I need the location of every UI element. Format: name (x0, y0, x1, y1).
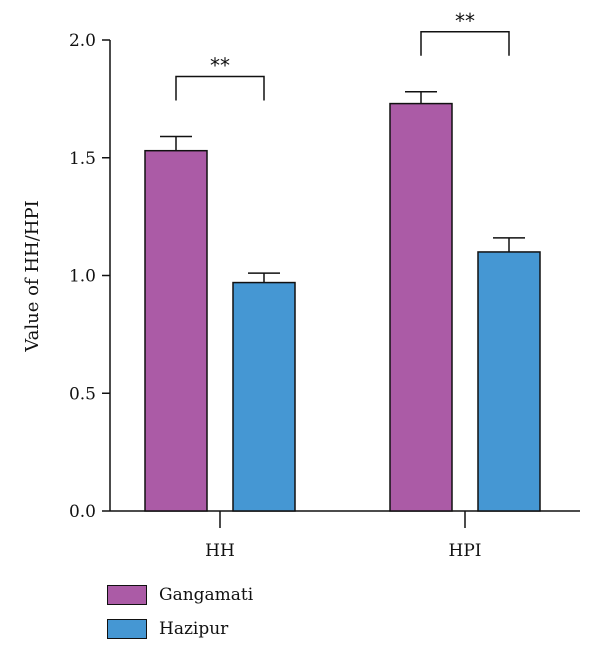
significance-label-hpi: ** (455, 9, 475, 33)
y-tick-label-0: 0.0 (69, 502, 96, 522)
significance-bracket-hpi (420, 31, 510, 56)
legend-label-hazipur: Hazipur (159, 619, 229, 639)
legend-label-gangamati: Gangamati (159, 585, 254, 605)
bar-gangamati-hpi (389, 102, 453, 512)
legend-swatch-hazipur (107, 619, 147, 639)
y-tick-label-4: 2.0 (69, 31, 96, 51)
legend: Gangamati Hazipur (107, 583, 253, 651)
bar-hazipur-hpi (477, 251, 541, 512)
bar-hazipur-hh (232, 281, 296, 512)
legend-swatch-gangamati (107, 585, 147, 605)
significance-label-hh: ** (210, 54, 230, 78)
y-tick-label-1: 0.5 (69, 384, 96, 404)
legend-item-hazipur: Hazipur (107, 617, 253, 641)
bar-gangamati-hh (144, 149, 208, 512)
y-axis-label: Value of HH/HPI (22, 200, 43, 352)
legend-item-gangamati: Gangamati (107, 583, 253, 607)
significance-bracket-hh (175, 75, 265, 101)
y-tick-label-3: 1.5 (69, 149, 96, 169)
x-tick-label-hpi: HPI (449, 541, 482, 561)
x-tick-label-hh: HH (205, 541, 235, 561)
y-tick-label-2: 1.0 (69, 267, 96, 287)
bar-chart: Value of HH/HPI 0.0 0.5 1.0 1.5 2.0 HH ** HPI ** (22, 9, 580, 561)
